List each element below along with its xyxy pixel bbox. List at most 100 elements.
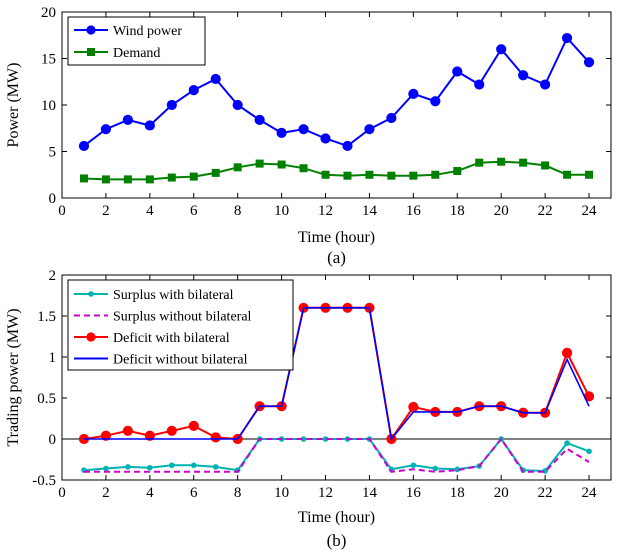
y-tick-label: 0	[49, 432, 57, 448]
data-point	[212, 464, 219, 470]
y-tick-label: 0	[49, 191, 57, 207]
data-point	[342, 140, 353, 152]
series-wind-power	[78, 32, 595, 152]
data-point	[276, 127, 287, 138]
x-tick-label: 2	[102, 485, 110, 501]
legend-marker	[87, 48, 95, 56]
data-point	[386, 112, 397, 124]
data-point	[233, 163, 242, 172]
data-point	[408, 401, 419, 413]
data-point	[144, 430, 155, 441]
plot-frame	[61, 274, 612, 481]
series-line	[83, 160, 589, 181]
data-point	[365, 170, 374, 179]
legend: Wind power Demand	[67, 16, 206, 66]
series-deficit-without-bilateral	[84, 306, 590, 441]
legend-label: Surplus without bilateral	[113, 310, 252, 325]
data-point	[585, 170, 594, 179]
data-point	[100, 124, 112, 135]
series-surplus-with-bilateral	[81, 436, 592, 474]
x-tick-label: 8	[234, 485, 242, 501]
data-point	[453, 167, 462, 176]
legend: Surplus with bilateral Surplus without bi…	[67, 279, 294, 371]
data-point	[298, 124, 309, 135]
x-tick-label: 16	[406, 485, 422, 501]
data-point	[432, 465, 439, 472]
data-point	[145, 175, 154, 184]
data-point	[410, 462, 417, 469]
data-point	[188, 420, 199, 431]
x-tick-label: 18	[450, 203, 465, 219]
x-tick-label: 4	[146, 203, 154, 219]
series-line	[84, 306, 590, 441]
data-point	[254, 114, 265, 125]
data-point	[452, 66, 463, 77]
x-tick-label: 0	[58, 485, 66, 501]
x-tick-label: 18	[450, 485, 465, 501]
data-point	[103, 465, 109, 472]
x-tick-label: 20	[494, 203, 509, 219]
data-point	[518, 70, 529, 81]
series-line	[84, 437, 590, 473]
data-point	[564, 440, 570, 446]
data-point	[123, 175, 132, 184]
data-point	[431, 170, 440, 179]
legend-marker	[86, 25, 96, 35]
data-point	[583, 57, 595, 68]
series-line	[83, 437, 590, 473]
y-tick-label: 10	[41, 98, 56, 114]
y-tick-label: 15	[41, 52, 56, 68]
data-point	[540, 79, 551, 90]
data-point	[454, 466, 461, 473]
data-point	[100, 430, 112, 441]
x-tick-label: 12	[318, 485, 333, 501]
data-point	[364, 124, 375, 135]
data-point	[299, 164, 308, 173]
x-axis-label: Time (hour)	[298, 509, 375, 526]
data-point	[255, 159, 264, 168]
legend-box	[67, 16, 206, 66]
data-point	[166, 425, 177, 436]
data-point	[409, 171, 418, 180]
y-tick-label: -0.5	[32, 473, 56, 489]
data-point	[210, 432, 221, 443]
x-tick-label: 24	[582, 485, 598, 501]
chart-caption: (b)	[327, 531, 347, 550]
data-point	[122, 425, 133, 436]
y-tick-label: 20	[41, 5, 56, 21]
data-point	[322, 436, 329, 442]
x-tick-label: 6	[190, 203, 198, 219]
data-point	[144, 120, 155, 131]
data-point	[586, 448, 592, 455]
x-tick-label: 14	[362, 203, 378, 219]
y-tick-label: 5	[49, 145, 57, 161]
data-point	[167, 173, 176, 182]
data-point	[496, 44, 507, 55]
data-point	[79, 174, 88, 183]
data-point	[474, 79, 485, 90]
x-tick-label: 24	[582, 203, 598, 219]
data-point	[189, 172, 198, 181]
x-tick-label: 2	[102, 203, 110, 219]
data-point	[190, 462, 197, 469]
data-point	[122, 114, 133, 125]
data-point	[125, 464, 131, 470]
x-tick-label: 10	[274, 203, 289, 219]
y-axis-label: Power (MW)	[5, 63, 22, 148]
y-tick-label: 1	[49, 350, 57, 366]
legend-label: Deficit without bilateral	[113, 353, 248, 368]
y-tick-label: 1.5	[37, 309, 56, 325]
data-point	[475, 158, 484, 167]
data-point	[232, 99, 243, 111]
data-point	[210, 73, 221, 85]
x-tick-label: 10	[274, 485, 289, 501]
legend-label: Demand	[113, 46, 160, 61]
legend-label: Deficit with bilateral	[113, 331, 230, 346]
chart-caption: (a)	[327, 248, 346, 267]
data-point	[147, 464, 153, 471]
series-demand	[79, 157, 594, 184]
x-tick-label: 14	[362, 485, 378, 501]
x-tick-label: 0	[58, 203, 66, 219]
